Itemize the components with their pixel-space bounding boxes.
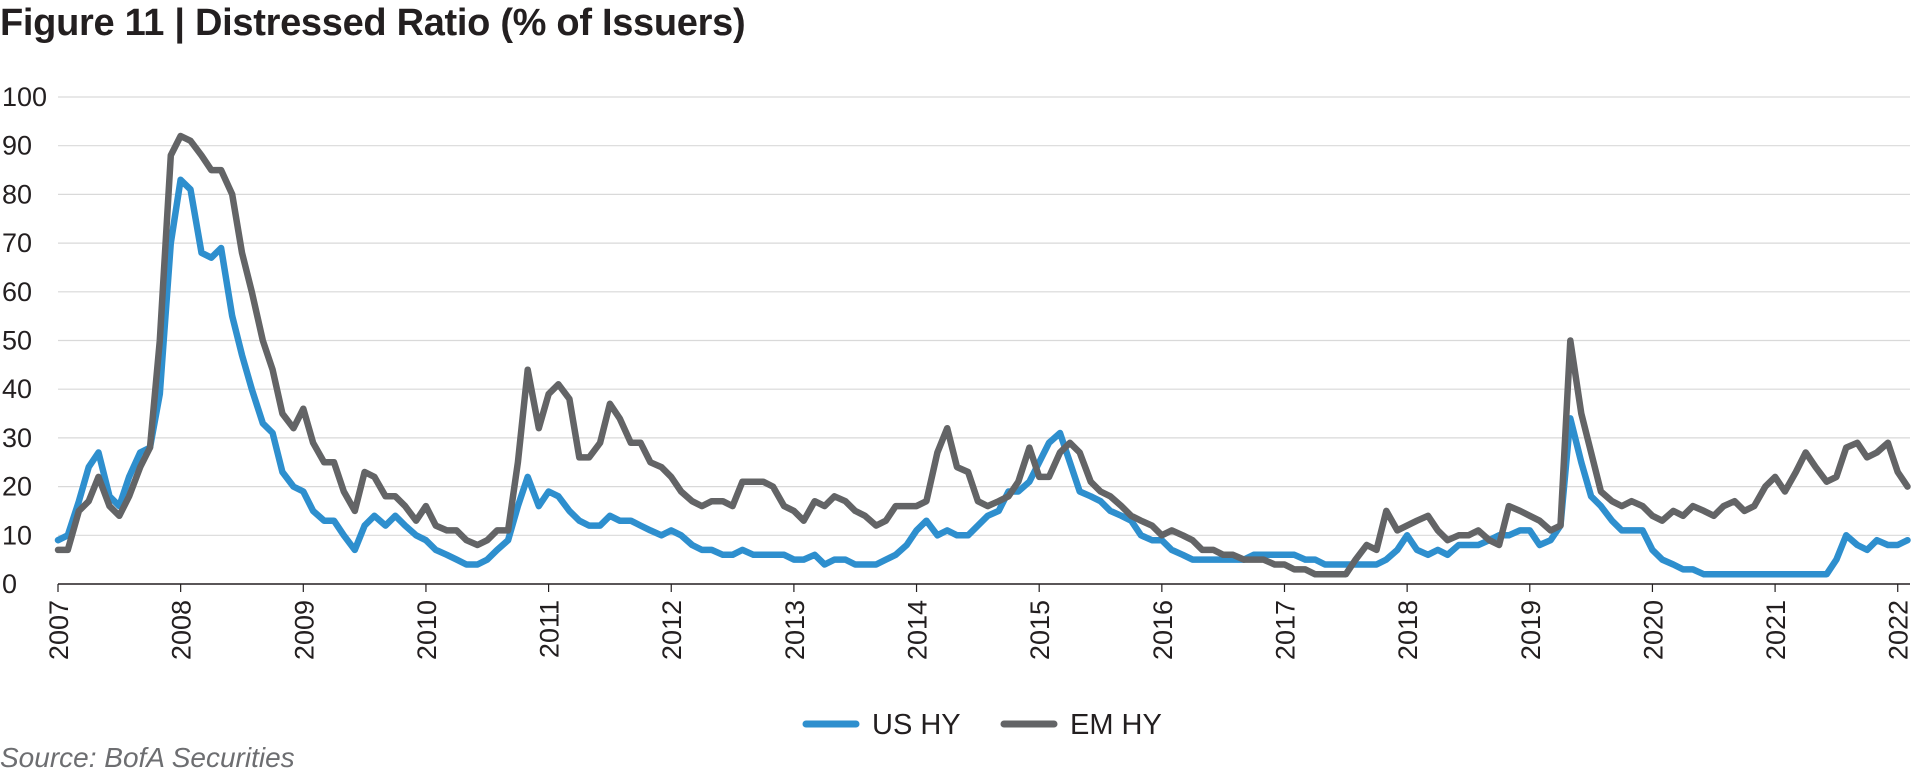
x-tick-label-2014: 2014 <box>903 600 933 660</box>
y-tick-label-50: 50 <box>2 326 32 356</box>
x-tick-label-2022: 2022 <box>1884 600 1913 660</box>
source-note: Source: BofA Securities <box>0 742 295 773</box>
y-tick-label-30: 30 <box>2 423 32 453</box>
y-tick-label-70: 70 <box>2 228 32 258</box>
x-tick-label-2009: 2009 <box>289 600 319 660</box>
x-axis-ticks: 2007 2008 2009 2010 2011 2012 2013 2014 2015 2016… <box>44 584 1913 660</box>
series-lines <box>54 132 1911 578</box>
x-tick-label-2019: 2019 <box>1516 600 1546 660</box>
legend-label-us-hy: US HY <box>872 709 961 741</box>
legend-label-em-hy: EM HY <box>1070 709 1162 741</box>
x-tick-label-2017: 2017 <box>1270 600 1300 660</box>
y-tick-label-90: 90 <box>2 131 32 161</box>
x-tick-label-2018: 2018 <box>1393 600 1423 660</box>
chart-title: Figure 11 | Distressed Ratio (% of Issue… <box>0 2 746 44</box>
series-line-em-hy <box>54 132 1911 578</box>
x-tick-label-2016: 2016 <box>1148 600 1178 660</box>
y-axis-ticks: 0 10 20 30 40 50 60 70 80 90 100 <box>2 82 47 599</box>
y-tick-label-0: 0 <box>2 569 17 599</box>
x-tick-label-2013: 2013 <box>780 600 810 660</box>
legend: US HY EM HY <box>802 709 1162 741</box>
x-tick-label-2015: 2015 <box>1025 600 1055 660</box>
x-tick-label-2021: 2021 <box>1761 600 1791 660</box>
gridlines <box>58 96 1910 585</box>
y-tick-label-20: 20 <box>2 472 32 502</box>
x-tick-label-2011: 2011 <box>535 600 565 658</box>
y-tick-label-100: 100 <box>2 82 47 112</box>
x-tick-label-2008: 2008 <box>167 600 197 660</box>
y-tick-label-60: 60 <box>2 277 32 307</box>
series-line-us-hy <box>54 176 1911 578</box>
x-tick-label-2012: 2012 <box>657 600 687 660</box>
x-tick-label-2007: 2007 <box>44 600 74 660</box>
x-tick-label-2010: 2010 <box>412 600 442 660</box>
y-tick-label-80: 80 <box>2 179 32 209</box>
y-tick-label-10: 10 <box>2 520 32 550</box>
y-tick-label-40: 40 <box>2 374 32 404</box>
x-tick-label-2020: 2020 <box>1638 600 1668 660</box>
